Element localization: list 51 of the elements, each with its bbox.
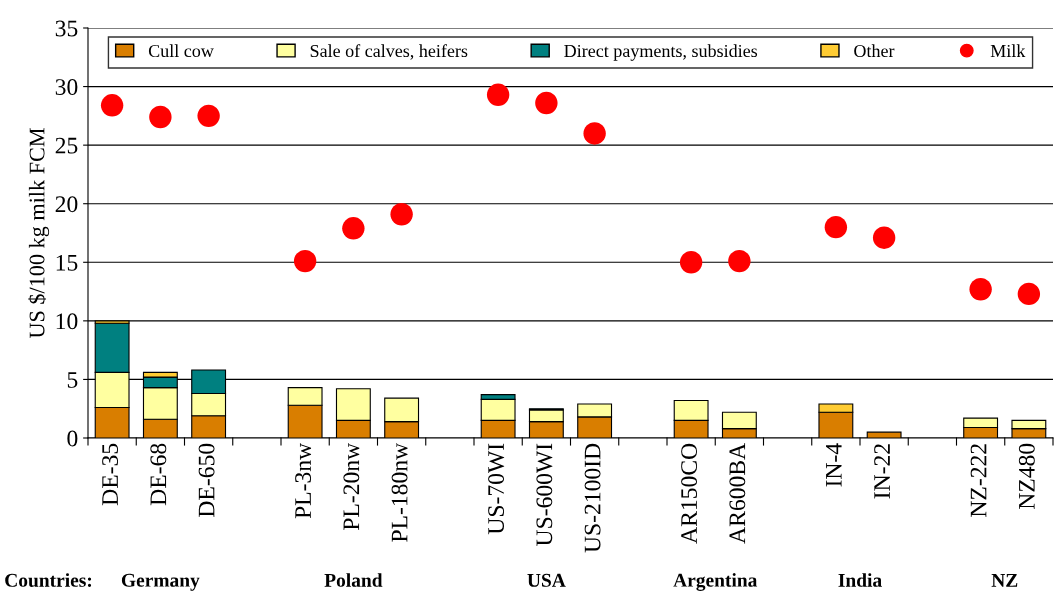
text: Countries:: [5, 573, 92, 587]
text: USA: [527, 573, 566, 587]
y-axis-title: US $/100 kg milk FCM: [28, 128, 50, 339]
y-tick-label: 30: [55, 79, 78, 95]
text: Germany: [121, 573, 200, 591]
y-tick-label: 20: [55, 196, 78, 213]
text: Poland: [324, 573, 383, 587]
y-tick-label: 15: [56, 254, 78, 271]
legend-label: Sale of calves, heifers: [310, 44, 468, 60]
x-tick-label: IN-4: [826, 443, 842, 487]
point: [197, 104, 220, 128]
point: [728, 249, 751, 273]
x-tick-label: DE-35: [102, 443, 119, 506]
x-tick-label: US-70WI: [488, 443, 505, 535]
y-tick-label: 35: [55, 20, 78, 37]
y-tick-label: 10: [56, 313, 78, 330]
legend-label: Milk: [990, 44, 1026, 57]
point: [149, 105, 172, 129]
x-tick-label: PL-3nw: [295, 442, 312, 519]
text: NZ: [991, 573, 1018, 587]
x-tick-label: DE-68: [150, 443, 167, 506]
point: [679, 251, 703, 274]
x-tick-label: AR150CO: [681, 443, 698, 544]
point: [293, 249, 317, 273]
text: Argentina: [673, 573, 758, 591]
point: [486, 83, 510, 106]
point: [872, 226, 896, 249]
x-tick-label: IN-22: [874, 444, 890, 499]
y-tick-label: 25: [55, 137, 78, 154]
x-tick-label: NZ480: [1018, 443, 1035, 510]
text: India: [838, 573, 882, 587]
x-tick-label: AR600BA: [729, 443, 746, 544]
point: [824, 215, 848, 239]
point: [342, 217, 365, 240]
point: [583, 122, 606, 145]
point: [100, 94, 124, 117]
x-tick-label: PL-20nw: [343, 442, 360, 531]
legend-label: Other: [854, 44, 895, 58]
y-tick-label: 0: [67, 430, 78, 447]
x-tick-label: US-2100ID: [584, 443, 601, 553]
point: [535, 91, 558, 115]
point: [1017, 282, 1041, 306]
x-tick-label: DE-650: [198, 443, 215, 517]
point: [969, 278, 992, 301]
y-tick-label: 5: [67, 372, 78, 388]
x-tick-label: PL-180nw: [391, 442, 408, 542]
x-tick-label: US-600WI: [536, 443, 553, 546]
x-tick-label: NZ-222: [970, 444, 987, 517]
point: [390, 203, 413, 226]
legend-label: Cull cow: [148, 44, 214, 58]
legend-label: Direct payments, subsidies: [564, 44, 758, 61]
